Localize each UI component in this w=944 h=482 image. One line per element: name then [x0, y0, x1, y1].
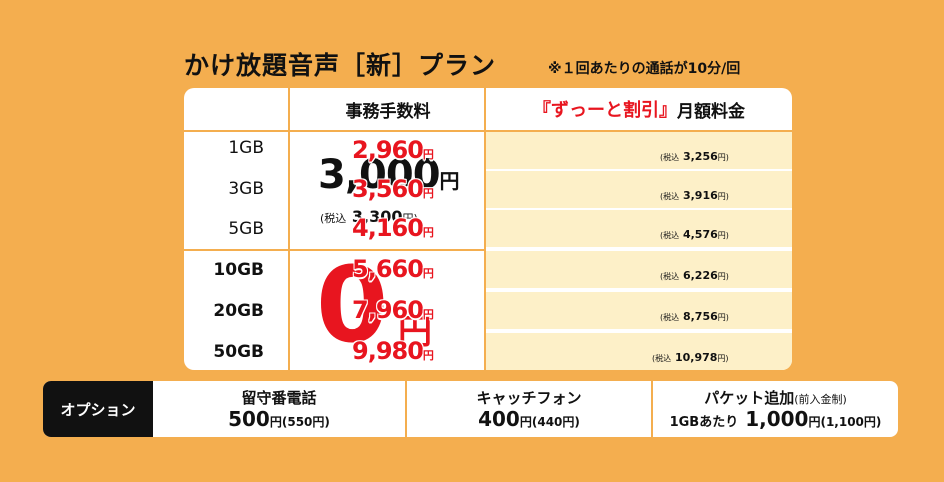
taxed-price: (税込 3,256円)	[660, 150, 729, 163]
monthly-price: 4,160円	[352, 214, 434, 242]
gb-label: 3GB	[228, 179, 264, 199]
gb-label: 10GB	[213, 260, 264, 280]
discount-label: 『ずっーと割引』	[533, 100, 677, 121]
option-price: 1GBあたり 1,000円(1,100円)	[669, 407, 882, 431]
zero-value: 0	[316, 244, 389, 366]
monthly-fee-header: 『ずっーと割引』 月額料金	[486, 88, 792, 130]
monthly-price: 3,560円	[352, 175, 434, 203]
monthly-price: 7,960円	[352, 296, 434, 324]
option-call-waiting: キャッチフォン 400円(440円)	[407, 381, 651, 437]
options-label: オプション	[43, 381, 153, 437]
taxed-price: (税込 8,756円)	[660, 310, 729, 323]
tax-label: (税込	[320, 212, 347, 225]
price-cell-6	[486, 333, 792, 370]
divider	[184, 130, 792, 132]
gb-label: 1GB	[228, 138, 264, 158]
taxed-price: (税込 3,916円)	[660, 189, 729, 202]
pricing-table: 事務手数料 『ずっーと割引』 月額料金 1GB 3GB 5GB 10GB 20G…	[184, 88, 792, 370]
gb-label: 50GB	[213, 342, 264, 362]
divider	[484, 88, 486, 370]
price-cell-1	[486, 132, 792, 169]
activation-fee: 3,000円	[318, 152, 460, 198]
option-price: 400円(440円)	[478, 407, 580, 431]
taxed-price: (税込 10,978円)	[652, 351, 729, 364]
option-extra-data: パケット追加(前入金制) 1GBあたり 1,000円(1,100円)	[653, 381, 898, 437]
options-bar: オプション 留守番電話 500円(550円) キャッチフォン 400円(440円…	[43, 381, 898, 437]
monthly-price: 9,980円	[352, 337, 434, 365]
price-cell-2	[486, 171, 792, 208]
tax-value: 3,300	[351, 207, 403, 226]
tax-yen: 円)	[402, 212, 418, 225]
free-activation-fee: 0 円	[306, 244, 476, 366]
fee-yen: 円	[439, 169, 460, 193]
divider	[405, 381, 407, 437]
divider	[184, 249, 486, 251]
option-price: 500円(550円)	[228, 407, 330, 431]
divider	[288, 88, 290, 370]
zero-yen: 円	[398, 312, 432, 352]
option-name: キャッチフォン	[476, 389, 582, 407]
taxed-price: (税込 4,576円)	[660, 228, 729, 241]
fee-value: 3,000	[318, 152, 441, 198]
gb-label: 5GB	[228, 219, 264, 239]
activation-fee-taxed: (税込 3,300円)	[320, 207, 418, 226]
fee-header: 事務手数料	[345, 101, 431, 122]
monthly-price: 2,960円	[352, 136, 434, 164]
monthly-fee-label: 月額料金	[677, 101, 745, 122]
option-name: 留守番電話	[241, 389, 317, 407]
taxed-price: (税込 6,226円)	[660, 269, 729, 282]
monthly-price: 5,660円	[352, 255, 434, 283]
option-voicemail: 留守番電話 500円(550円)	[153, 381, 405, 437]
call-limit-note: ※１回あたりの通話が10分/回	[548, 61, 741, 77]
option-name: パケット追加(前入金制)	[704, 389, 847, 407]
price-cell-5	[486, 292, 792, 329]
price-cell-4	[486, 251, 792, 288]
plan-title: かけ放題音声［新］プラン	[184, 51, 497, 80]
price-cell-3	[486, 210, 792, 247]
divider	[651, 381, 653, 437]
gb-label: 20GB	[213, 301, 264, 321]
price-column	[486, 88, 792, 370]
